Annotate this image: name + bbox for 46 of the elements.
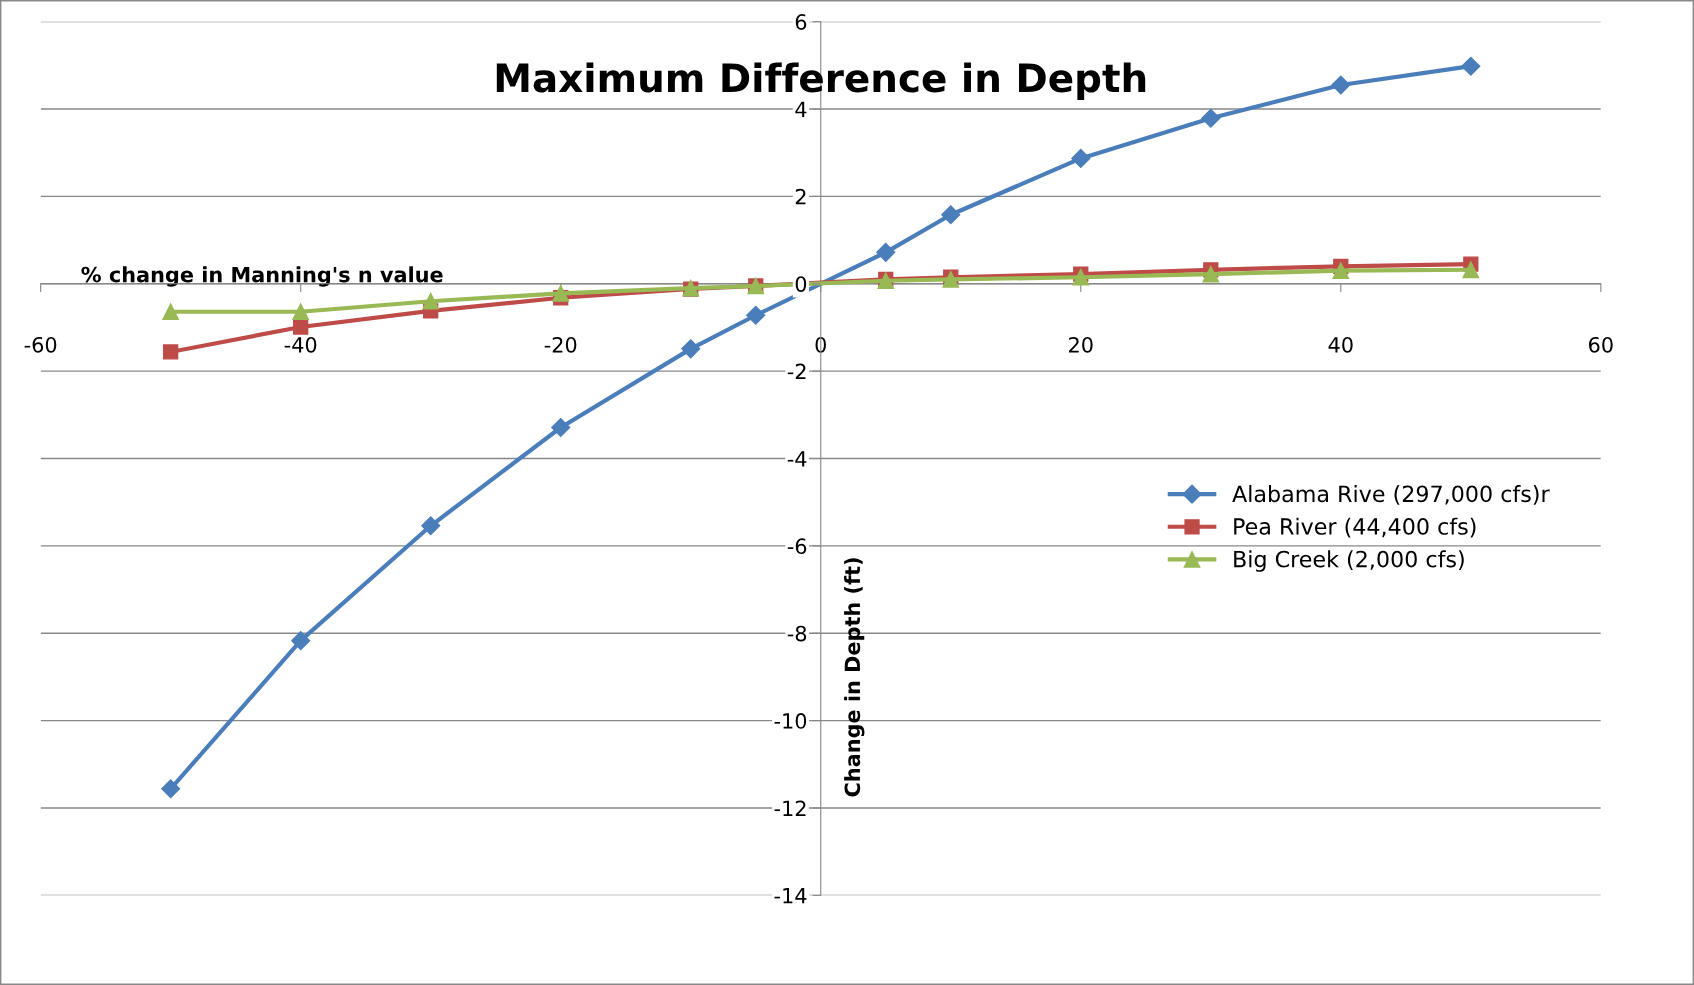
point <box>552 285 570 302</box>
point <box>162 303 180 321</box>
point <box>161 779 181 799</box>
y-axis-title: Change in Depth (ft) <box>844 558 865 797</box>
x-tick-label: 60 <box>1589 336 1613 353</box>
legend-label: Big Creek (2,000 cfs) <box>1234 550 1464 572</box>
point <box>1462 261 1480 279</box>
point <box>941 205 961 225</box>
point <box>1202 265 1220 283</box>
point <box>293 319 309 335</box>
point <box>876 242 896 262</box>
y-tick-label: -4 <box>787 451 807 467</box>
y-tick-label: 4 <box>795 101 807 117</box>
x-tick-label: -60 <box>24 336 57 353</box>
point <box>292 303 310 321</box>
y-tick-label: 2 <box>795 188 806 205</box>
y-tick-label: 0 <box>795 276 807 292</box>
y-tick-label: 6 <box>795 14 807 30</box>
point <box>163 344 179 360</box>
text: Maximum Difference in Depth <box>496 62 1146 101</box>
y-tick-label: -8 <box>787 625 807 642</box>
point <box>291 631 311 651</box>
legend-label: Alabama Rive (297,000 cfs)r <box>1232 485 1550 505</box>
point <box>1201 108 1221 128</box>
point <box>551 417 571 438</box>
legend-label: Pea River (44,400 cfs) <box>1234 517 1476 538</box>
x-axis-title: % change in Manning's n value <box>81 266 443 287</box>
x-tick-label: -40 <box>284 336 317 353</box>
point <box>1461 56 1481 76</box>
x-tick-label: -20 <box>544 336 577 353</box>
x-tick-label: 40 <box>1328 336 1353 353</box>
y-tick-label: -2 <box>787 363 806 380</box>
y-tick-label: -14 <box>774 888 807 904</box>
point <box>681 339 701 359</box>
y-tick-label: -12 <box>774 800 806 816</box>
x-tick-label: 20 <box>1069 336 1093 353</box>
y-tick-label: -10 <box>774 713 807 729</box>
point <box>422 292 440 310</box>
point <box>1072 268 1090 286</box>
point <box>1331 75 1351 95</box>
point <box>1071 148 1091 168</box>
x-tick-label: 0 <box>815 336 826 353</box>
point <box>746 305 766 325</box>
point <box>1332 262 1350 280</box>
y-tick-label: -6 <box>787 538 807 555</box>
point <box>421 516 441 536</box>
